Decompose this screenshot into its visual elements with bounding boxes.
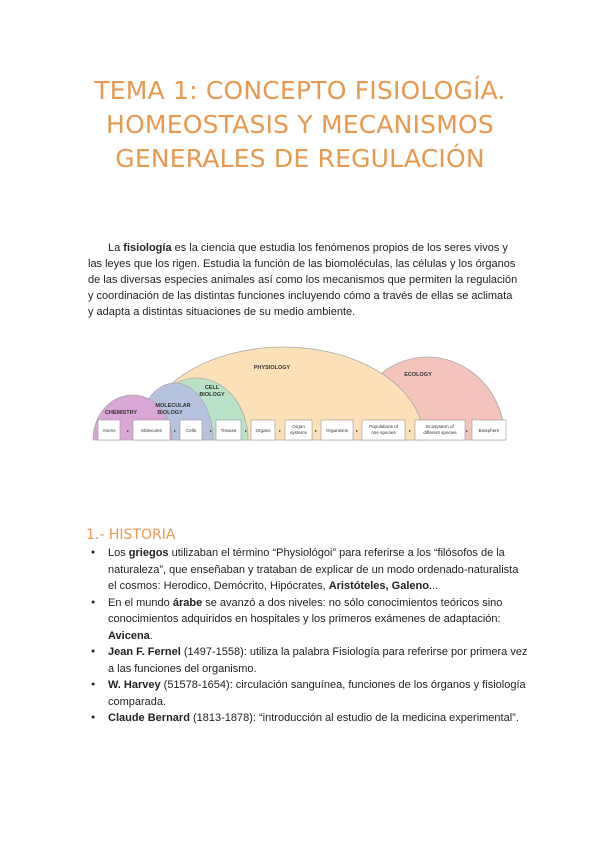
level-box: [284, 419, 313, 441]
list-text: (51578-1654): circulación sanguínea, fun…: [108, 679, 526, 708]
level-label: Populations of: [369, 424, 399, 429]
field-label: CELL: [205, 385, 220, 391]
list-item: ● W. Harvey (51578-1654): circulación san…: [91, 677, 528, 710]
list-text: (1497-1558): utiliza la palabra Fisiolog…: [108, 646, 528, 675]
intro-bold: fisiología: [123, 242, 172, 254]
arrow-icon: ▸: [466, 428, 468, 433]
level-box: [215, 419, 242, 441]
level-label: different species: [423, 430, 457, 435]
level-box: [320, 419, 354, 441]
level-label: Cells: [186, 428, 197, 433]
list-text: árabe: [172, 596, 203, 609]
level-label: Organ: [292, 424, 305, 429]
level-label: Organs: [255, 428, 271, 433]
level-box: [471, 419, 507, 441]
list-text: En el mundo: [108, 596, 173, 609]
level-label: one species: [371, 430, 396, 435]
list-text: se avanzó a dos niveles: no sólo conocim…: [108, 596, 503, 626]
level-label: Molecules: [141, 428, 162, 433]
list-text: W. Harvey: [108, 679, 161, 691]
list-text: ...: [428, 580, 439, 592]
list-text: .: [149, 629, 153, 642]
arrow-icon: ▸: [245, 428, 247, 433]
bullet-icon: ●: [91, 598, 96, 606]
bullet-icon: ●: [91, 648, 96, 655]
list-item: ● En el mundo árabe se avanzó a dos nivel…: [91, 595, 528, 645]
title-line: TEMA 1: CONCEPTO FISIOLOGÍA.: [94, 76, 506, 105]
level-label: Ecosystem of: [426, 424, 454, 429]
arrow-icon: ▸: [315, 428, 317, 433]
level-box: [97, 419, 121, 441]
field-label: CHEMISTRY: [105, 410, 138, 416]
level-box: [361, 419, 406, 441]
bullet-icon: ●: [91, 549, 96, 556]
arrow-icon: ▸: [127, 428, 129, 433]
bullet-icon: ●: [91, 681, 96, 688]
list-text: Avicena: [108, 629, 150, 642]
history-list: ● Los griegos utilizaban el término “Phys…: [91, 545, 528, 727]
list-text: Los: [108, 547, 129, 559]
list-item: ● Jean F. Fernel (1497-1558): utiliza la …: [91, 644, 528, 677]
level-box: [250, 419, 276, 441]
level-label: Organisms: [326, 428, 349, 433]
list-text: (1813-1878): “introducción al estudio de…: [189, 712, 519, 724]
list-text: griegos: [128, 547, 169, 559]
level-label: Atoms: [102, 428, 116, 433]
arrow-icon: ▸: [210, 428, 212, 433]
field-label: BIOLOGY: [157, 410, 183, 416]
arrow-icon: ▸: [356, 428, 358, 433]
field-label: BIOLOGY: [199, 392, 225, 398]
field-label: PHYSIOLOGY: [254, 365, 291, 371]
list-text: Jean F. Fernel: [108, 646, 181, 658]
level-label: Tissues: [221, 428, 237, 433]
level-label: Biosphere: [479, 428, 500, 433]
arrow-icon: ▸: [409, 428, 411, 433]
level-box: [132, 419, 171, 441]
level-box: [414, 419, 466, 441]
arrow-icon: ▸: [174, 428, 176, 433]
field-label: ECOLOGY: [404, 372, 432, 378]
level-label: systems: [290, 430, 308, 435]
intro-text: es la ciencia que estudia los fenómenos …: [88, 242, 518, 318]
title-line: HOMEOSTASIS Y MECANISMOS: [106, 110, 494, 139]
level-box: [179, 419, 203, 441]
list-text: Aristóteles, Galeno: [328, 580, 429, 592]
title-line: GENERALES DE REGULACIÓN: [115, 144, 485, 173]
intro-text: La: [108, 242, 124, 254]
list-text: utilizaban el término “Physiológoi” para…: [108, 547, 519, 592]
levels-of-organization-diagram: CHEMISTRY MOLECULAR BIOLOGY CELL BIOLOGY…: [92, 346, 507, 441]
list-item: ● Claude Bernard (1813-1878): “introducci…: [91, 710, 528, 727]
arrow-icon: ▸: [279, 428, 281, 433]
field-label: MOLECULAR: [155, 403, 190, 409]
intro-paragraph: La fisiología es la ciencia que estudia …: [88, 240, 518, 320]
list-item: ● Los griegos utilizaban el término “Phys…: [91, 545, 528, 595]
bullet-icon: ●: [91, 714, 96, 721]
page-title: TEMA 1: CONCEPTO FISIOLOGÍA. HOMEOSTASIS…: [0, 74, 600, 176]
list-text: Claude Bernard: [108, 712, 190, 724]
section-heading: 1.- HISTORIA: [86, 527, 176, 543]
